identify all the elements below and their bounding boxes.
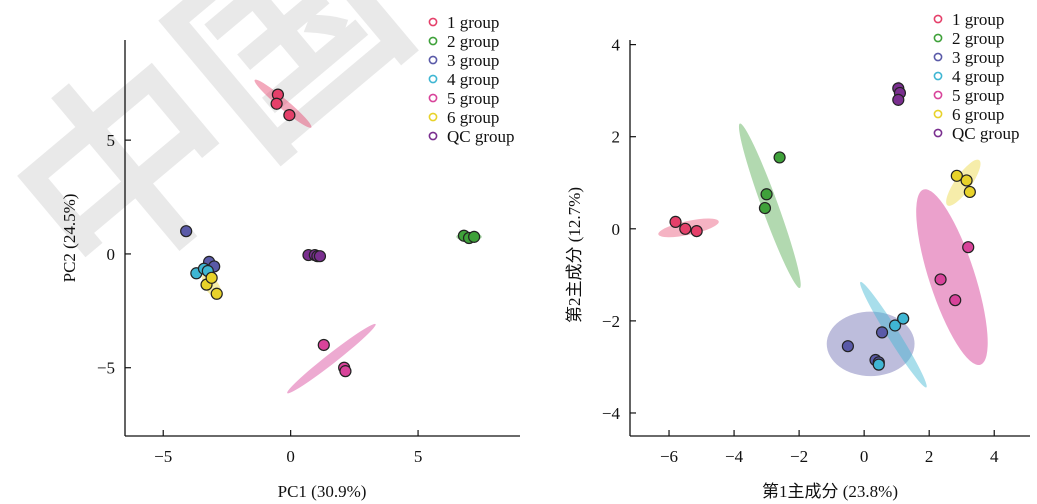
data-point (872, 358, 885, 371)
y-tick-label: 0 (612, 220, 621, 239)
legend-marker (933, 14, 943, 24)
data-point (313, 250, 327, 263)
data-point (841, 340, 854, 353)
y-tick-label: −4 (602, 404, 621, 423)
data-point (679, 222, 692, 235)
legend-marker (428, 55, 438, 65)
legend-marker (933, 128, 943, 138)
legend-label: QC group (447, 127, 515, 146)
y-tick-label: −2 (602, 312, 620, 331)
data-point (758, 201, 772, 215)
legend-label: 4 group (952, 67, 1004, 86)
x-tick-label: 0 (286, 447, 295, 466)
data-point (934, 273, 947, 286)
data-point (875, 326, 889, 339)
y-tick-label: 2 (612, 128, 621, 147)
x-tick-label: −4 (725, 447, 744, 466)
legend-marker (428, 131, 438, 141)
x-tick-label: 5 (414, 447, 423, 466)
data-point (949, 294, 962, 307)
y-tick-label: 5 (107, 131, 116, 150)
data-point (339, 365, 352, 378)
legend-label: QC group (952, 124, 1020, 143)
confidence-ellipse (254, 79, 312, 128)
data-point (892, 93, 905, 106)
y-tick-label: 0 (107, 245, 116, 264)
y-tick-label: 4 (612, 36, 621, 55)
legend-label: 3 group (952, 48, 1004, 67)
legend-label: 5 group (952, 86, 1004, 105)
data-point (270, 97, 283, 110)
data-point (283, 109, 296, 122)
legend-label: 6 group (952, 105, 1004, 124)
data-point (690, 224, 703, 238)
data-point (180, 225, 193, 238)
legend-marker (933, 33, 943, 43)
watermark: 中国 (0, 0, 449, 334)
data-point (205, 271, 218, 284)
legend-label: 4 group (447, 70, 499, 89)
data-point (963, 185, 976, 199)
legend-label: 2 group (952, 29, 1004, 48)
legend-label: 1 group (952, 10, 1004, 29)
legend-marker (933, 52, 943, 62)
y-axis-title: 第2主成分 (12.7%) (565, 187, 584, 323)
legend-marker (428, 36, 438, 46)
legend-label: 1 group (447, 13, 499, 32)
x-tick-label: −5 (154, 447, 172, 466)
data-point (888, 319, 902, 332)
data-point (669, 215, 682, 228)
data-point (773, 151, 786, 164)
legend-marker (428, 112, 438, 122)
legend-marker (933, 71, 943, 81)
confidence-ellipse (287, 323, 376, 394)
legend-label: 2 group (447, 32, 499, 51)
data-point (468, 230, 481, 243)
data-point (760, 188, 773, 201)
data-point (962, 241, 975, 254)
x-tick-label: −2 (790, 447, 808, 466)
x-axis-title: PC1 (30.9%) (278, 482, 367, 501)
legend-label: 3 group (447, 51, 499, 70)
data-point (950, 169, 963, 182)
data-point (317, 338, 330, 352)
legend-marker (428, 17, 438, 27)
data-point (897, 312, 910, 325)
y-axis-title: PC2 (24.5%) (60, 194, 79, 283)
x-tick-label: 2 (925, 447, 934, 466)
x-tick-label: −6 (660, 447, 678, 466)
x-axis-title: 第1主成分 (23.8%) (762, 482, 898, 501)
confidence-ellipse (860, 281, 927, 388)
x-tick-label: 0 (860, 447, 869, 466)
right-pca-chart: −6 −4 −2 0 2 4 −4 −2 0 2 4 第1主成分 (23.8%) 第2主成分 (12.7… (565, 10, 1030, 501)
confidence-ellipse (916, 189, 988, 366)
legend-marker (428, 74, 438, 84)
legend-marker (933, 90, 943, 100)
data-point (960, 174, 973, 187)
legend-marker (428, 93, 438, 103)
x-tick-label: 4 (990, 447, 999, 466)
legend-marker (933, 109, 943, 119)
data-point (210, 287, 223, 300)
legend-label: 6 group (447, 108, 499, 127)
y-tick-label: −5 (97, 359, 115, 378)
legend-label: 5 group (447, 89, 499, 108)
